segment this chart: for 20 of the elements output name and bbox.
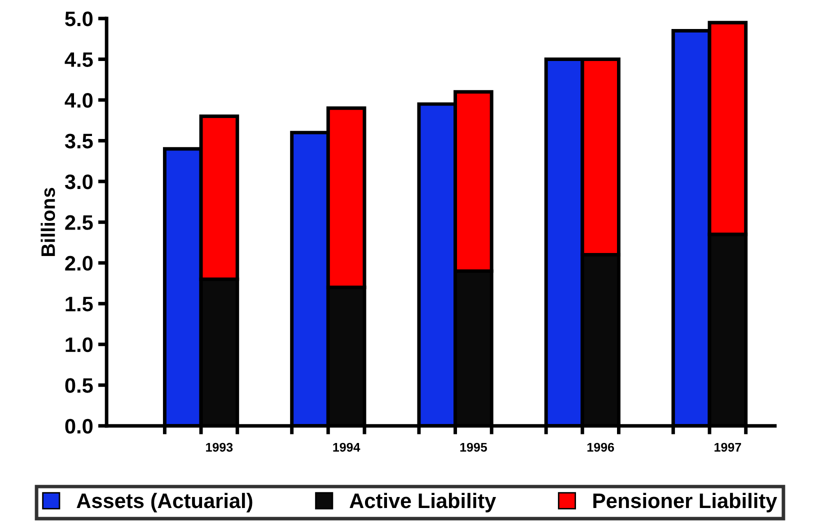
y-tick-label: 1.0 — [66, 337, 93, 352]
y-tick-label: 0.0 — [65, 418, 93, 434]
y-tick-label: 3.5 — [64, 134, 93, 148]
x-tick-label: 1995 — [460, 442, 487, 452]
y-axis-title: Billions — [40, 188, 56, 256]
x-tick-label: 1996 — [587, 442, 614, 452]
legend-label: Assets (Actuarial) — [76, 492, 252, 512]
x-tick-label: 1993 — [206, 442, 233, 452]
y-tick-label: 4.5 — [64, 52, 93, 67]
y-tick-label: 0.5 — [65, 378, 93, 393]
x-tick-label: 1994 — [333, 442, 360, 452]
y-tick-label: 4.0 — [64, 92, 93, 108]
y-tick-label: 3.0 — [64, 174, 93, 190]
y-tick-label: 1.5 — [66, 296, 93, 312]
y-tick-label: 5.0 — [65, 12, 93, 26]
y-tick-label: 2.0 — [65, 256, 93, 271]
x-tick-label: 1997 — [714, 442, 742, 452]
y-tick-label: 2.5 — [65, 215, 93, 230]
legend-label: Pensioner Liability — [593, 492, 778, 512]
legend-label: Active Liability — [350, 492, 496, 512]
